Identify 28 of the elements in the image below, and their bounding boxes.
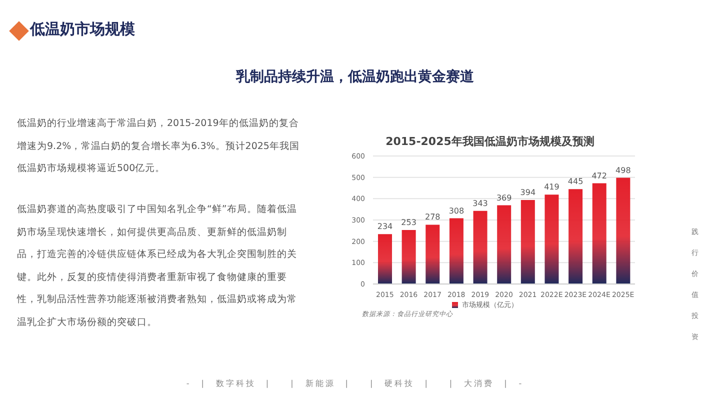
data-label: 472 [592,171,608,180]
data-label: 419 [544,182,560,192]
bar [544,194,559,284]
data-label: 343 [472,198,488,208]
text: 低温奶赛道的高热度吸引了中国知名乳企争“鲜”布局。随着低温奶市场呈现快速增长，如何提供更高品质、更新鲜的低温奶制品，打造完善的冷链供应链体系已经成为各大乳企突围制胜的关键。此外，反复的疫情使得消费者重新审视了食物健康的重要性，乳制品活性营养功能逐渐被消费者熟知，低温奶或将成为常温乳企扩大市场份额的突破口。 [17,204,297,328]
chart-title: 2015-2025年我国低温奶市场规模及预测 [384,134,596,149]
text: 低温奶的行业增速高于常温白奶，2015-2019年的低温奶的复合增速为9.2%，常温白奶的复合增长率为6.3%。预计2025年我国低温奶市场规模将逼近500亿元。 [17,118,300,174]
bar [568,189,583,284]
data-label: 253 [401,218,416,228]
bar [378,234,392,284]
data-label: 234 [377,222,393,232]
data-label: 394 [520,188,536,197]
data-label: 308 [448,206,464,216]
data-label: 445 [568,177,584,186]
bar [473,210,488,284]
text: - | 数字科技 | | 新能源 | | 硬科技 | | 大消费 | - [185,378,525,389]
bar [616,178,630,284]
text: 低温奶市场规模 [30,20,135,39]
bar [497,205,512,284]
bar [449,218,464,284]
data-label: 498 [616,166,631,175]
bar [426,224,440,284]
chart-subtitle: 乳制品持续升温，低温奶跑出黄金赛道 [234,68,475,86]
bar [520,200,535,284]
bar [592,183,606,284]
data-label: 369 [496,193,512,202]
data-label: 278 [424,212,440,222]
bar [402,230,416,284]
